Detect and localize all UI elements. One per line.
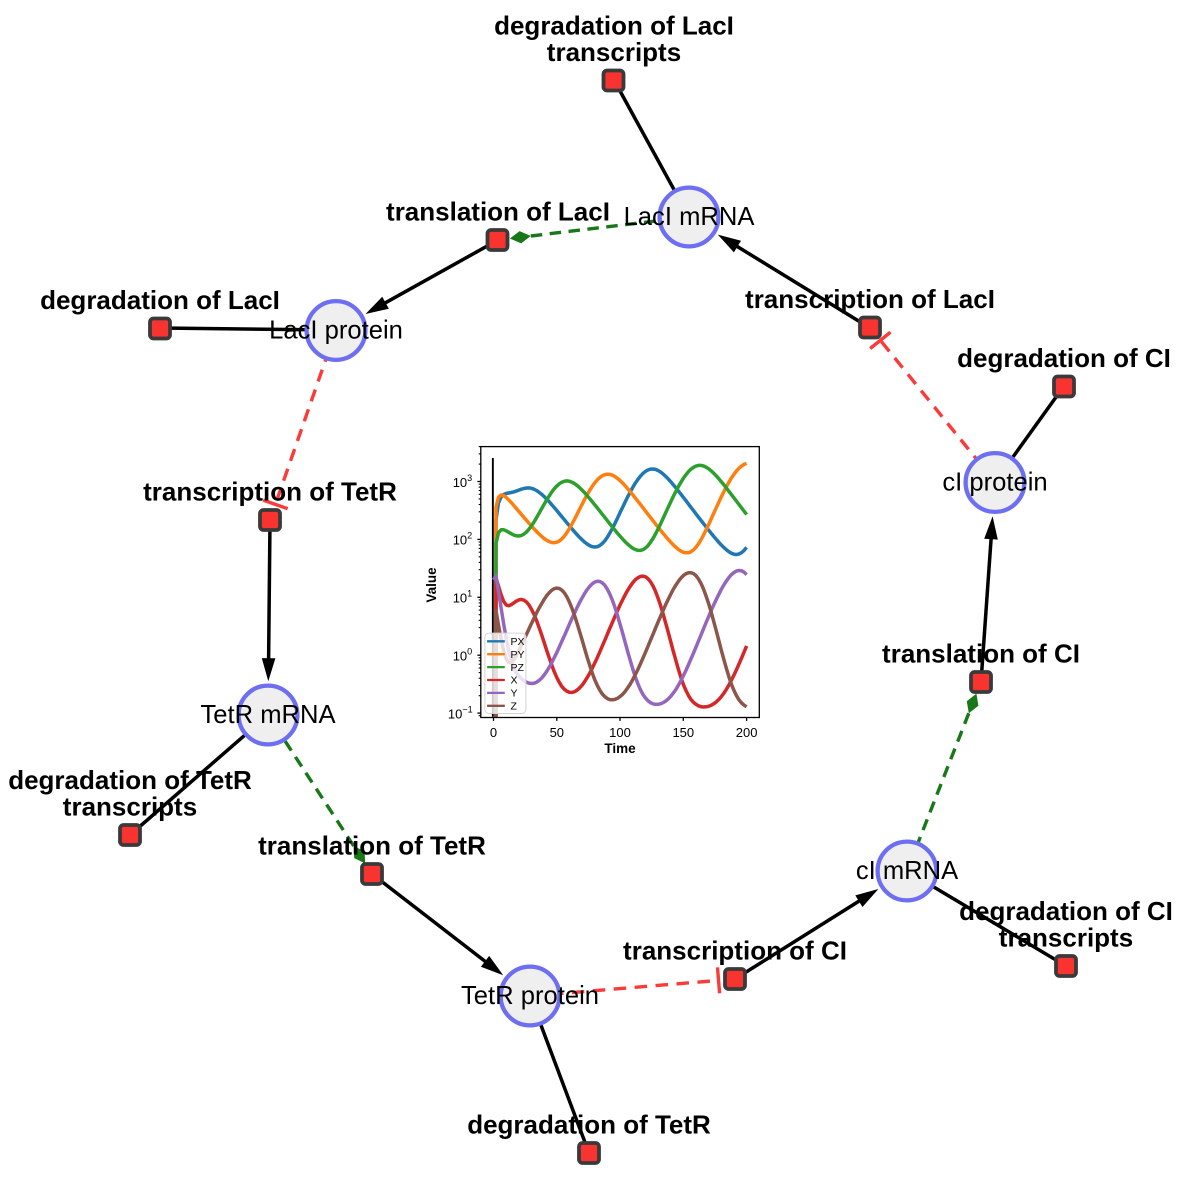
svg-text:degradation of CI: degradation of CI bbox=[959, 896, 1173, 926]
svg-text:degradation of LacI: degradation of LacI bbox=[40, 285, 280, 315]
svg-text:Value: Value bbox=[424, 567, 439, 603]
svg-text:cI protein: cI protein bbox=[942, 469, 1047, 497]
svg-text:PX: PX bbox=[511, 636, 525, 648]
svg-text:LacI mRNA: LacI mRNA bbox=[624, 203, 756, 231]
svg-text:150: 150 bbox=[672, 725, 694, 740]
svg-text:Time: Time bbox=[604, 741, 636, 756]
svg-text:transcription of CI: transcription of CI bbox=[623, 936, 847, 966]
svg-text:transcripts: transcripts bbox=[999, 923, 1133, 953]
svg-text:translation of CI: translation of CI bbox=[882, 639, 1080, 669]
svg-text:Z: Z bbox=[511, 701, 518, 713]
svg-text:cI mRNA: cI mRNA bbox=[856, 857, 959, 885]
svg-text:degradation of LacI: degradation of LacI bbox=[494, 11, 734, 41]
svg-text:degradation of TetR: degradation of TetR bbox=[467, 1110, 711, 1140]
svg-text:100: 100 bbox=[609, 725, 631, 740]
svg-text:0: 0 bbox=[490, 725, 497, 740]
svg-text:TetR protein: TetR protein bbox=[461, 982, 599, 1010]
svg-text:TetR mRNA: TetR mRNA bbox=[200, 701, 336, 729]
svg-text:Y: Y bbox=[511, 688, 518, 700]
svg-text:translation of LacI: translation of LacI bbox=[386, 197, 610, 227]
svg-text:degradation of TetR: degradation of TetR bbox=[8, 765, 252, 795]
svg-text:transcripts: transcripts bbox=[547, 37, 681, 67]
svg-text:PZ: PZ bbox=[511, 662, 525, 674]
svg-text:transcription of LacI: transcription of LacI bbox=[745, 284, 995, 314]
svg-text:200: 200 bbox=[736, 725, 758, 740]
svg-text:transcription of TetR: transcription of TetR bbox=[143, 477, 397, 507]
svg-text:50: 50 bbox=[550, 725, 564, 740]
svg-text:transcripts: transcripts bbox=[63, 792, 197, 822]
svg-text:LacI protein: LacI protein bbox=[269, 317, 403, 345]
svg-text:PY: PY bbox=[511, 649, 525, 661]
svg-text:X: X bbox=[511, 675, 518, 687]
svg-text:translation of TetR: translation of TetR bbox=[258, 831, 486, 861]
svg-text:degradation of CI: degradation of CI bbox=[957, 343, 1171, 373]
